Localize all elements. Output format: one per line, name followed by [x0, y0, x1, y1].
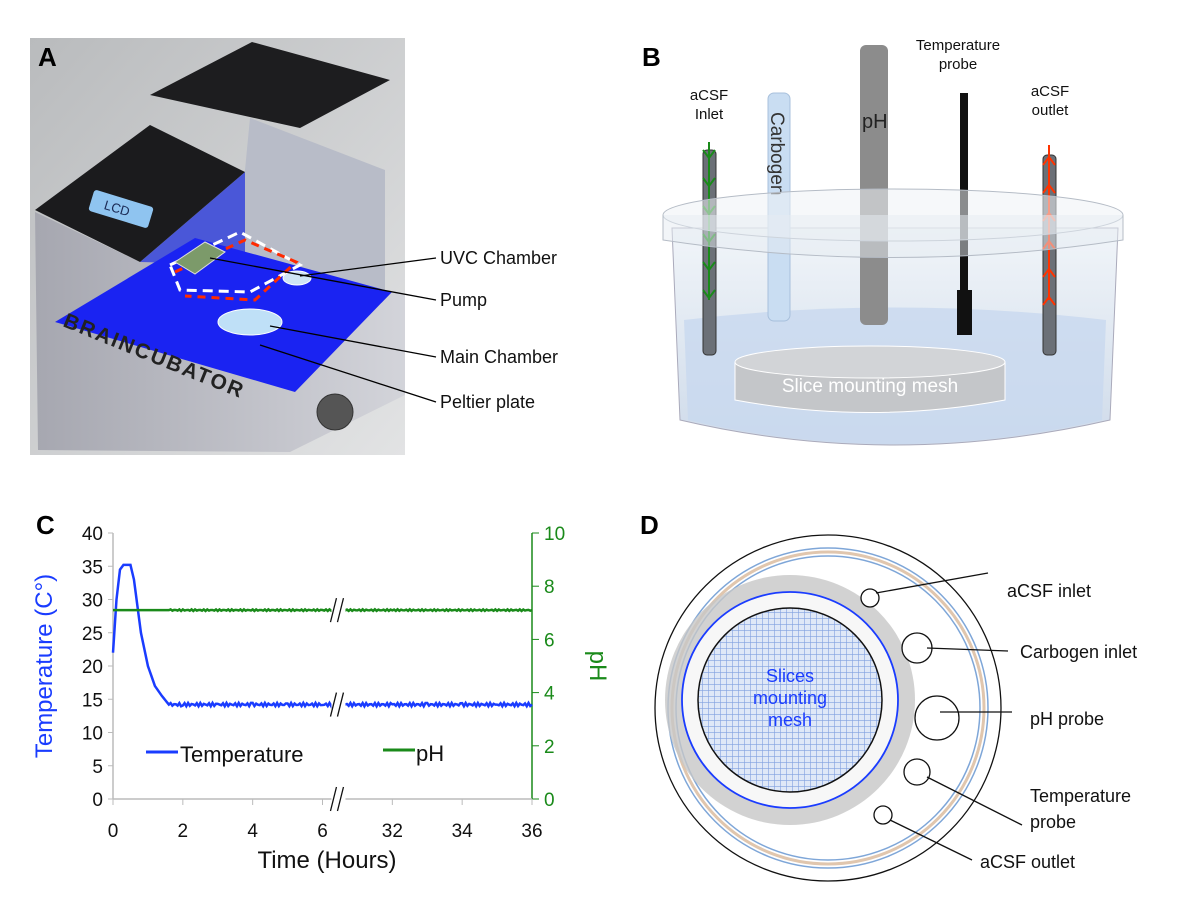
y2-axis-label: pH	[584, 651, 611, 682]
y-tick-label: 20	[82, 657, 103, 678]
mesh-top	[734, 345, 1006, 379]
y2-tick-label: 10	[544, 524, 565, 545]
lcd-block-top	[35, 125, 245, 262]
panel-a: LCD BRAINCUBATOR UVC Chamber Pump Main C…	[30, 38, 558, 455]
series-line-temperature-2	[335, 700, 533, 709]
panel-d: D Slices mounting mesh aCSF inlet Carbog…	[640, 510, 1137, 882]
acsf-inlet-port	[860, 588, 880, 608]
mesh-label-2: mounting	[753, 688, 827, 708]
panel-c-chart: C 0 5 10 15 20 25 30 35 40 0 2 4 6 8 10 0 2 4 6 32 34 36 Temp…	[31, 510, 611, 874]
temperature-probe-tip	[957, 290, 972, 335]
y2-tick-label: 4	[544, 684, 555, 705]
label-pump: Pump	[440, 290, 487, 310]
flow-path-red	[174, 238, 299, 302]
label-main-chamber: Main Chamber	[440, 347, 558, 367]
legend-label-ph: pH	[416, 741, 444, 766]
label-ph-probe: pH probe	[1030, 709, 1104, 729]
x-tick-label: 4	[247, 821, 258, 842]
lid	[150, 42, 390, 128]
carbogen-label: Carbogen	[766, 112, 787, 195]
series-line-ph-2	[335, 607, 533, 613]
label-temperature-probe-1: Temperature	[1030, 786, 1131, 806]
inlet-label-1: aCSF	[690, 87, 728, 104]
label-carbogen-inlet: Carbogen inlet	[1020, 642, 1137, 662]
flow-path-white	[168, 230, 304, 294]
panel-letter-c: C	[36, 510, 55, 540]
x-tick-label: 2	[178, 821, 189, 842]
label-peltier-plate: Peltier plate	[440, 392, 535, 412]
temperature-probe-port	[903, 758, 931, 786]
lcd-label: LCD	[102, 197, 131, 219]
inlet-label-2: Inlet	[695, 106, 724, 123]
label-temperature-probe-2: probe	[1030, 812, 1076, 832]
port-leaders	[875, 572, 1023, 861]
y-tick-label: 25	[82, 624, 103, 645]
x-tick-label: 0	[108, 821, 119, 842]
y2-tick-label: 6	[544, 630, 555, 651]
series-line-temperature-1	[111, 563, 336, 709]
back-wall	[245, 118, 385, 290]
y2-tick-label: 0	[544, 790, 555, 811]
ph-probe-port	[914, 695, 960, 741]
mesh-label-3: mesh	[768, 710, 812, 730]
axis-break-marker	[329, 692, 345, 717]
acsf-outlet-port	[873, 805, 893, 825]
axis-break-marker	[329, 786, 345, 812]
panel-letter-b: B	[642, 42, 661, 72]
panel-letter-a: A	[38, 42, 57, 72]
dish-lid-band	[662, 215, 1124, 258]
y-tick-label: 35	[82, 557, 103, 578]
pump	[174, 241, 226, 275]
temp-probe-label-2: probe	[939, 56, 977, 73]
outlet-label-1: aCSF	[1031, 83, 1069, 100]
y-tick-label: 15	[82, 690, 103, 711]
slices-mounting-mesh	[697, 607, 883, 793]
series-line-ph-1	[113, 607, 335, 613]
lcd-screen	[88, 190, 154, 228]
x-tick-label: 34	[452, 821, 474, 842]
temp-probe-label-1: Temperature	[916, 37, 1000, 54]
label-acsf-outlet: aCSF outlet	[980, 852, 1075, 872]
ph-label: pH	[862, 111, 888, 133]
mesh-label: Slice mounting mesh	[782, 376, 958, 397]
y-tick-label: 40	[82, 524, 103, 545]
y-tick-label: 0	[92, 790, 103, 811]
x-tick-label: 36	[521, 821, 542, 842]
label-leaders	[209, 257, 437, 403]
outlet-label-2: outlet	[1032, 102, 1070, 119]
uvc-chamber	[282, 270, 312, 286]
fan-grille	[316, 393, 354, 431]
mesh-label-1: Slices	[766, 666, 814, 686]
legend-label-temperature: Temperature	[180, 742, 304, 767]
panel-letter-d: D	[640, 510, 659, 540]
panel-b: B Carbogen pH Slice mounting mesh aCSF I…	[642, 37, 1124, 446]
x-tick-label: 6	[317, 821, 328, 842]
main-chamber	[217, 308, 283, 336]
axis-break-marker	[329, 597, 345, 623]
label-uvc-chamber: UVC Chamber	[440, 248, 557, 268]
x-tick-label: 32	[382, 821, 403, 842]
y-tick-label: 30	[82, 591, 103, 612]
y-axis-label: Temperature (C°)	[31, 574, 58, 758]
y-tick-label: 10	[82, 724, 103, 745]
y2-tick-label: 8	[544, 577, 555, 598]
label-acsf-inlet: aCSF inlet	[1007, 581, 1091, 601]
x-axis-label: Time (Hours)	[257, 847, 396, 874]
y2-tick-label: 2	[544, 737, 555, 758]
ph-probe	[860, 45, 888, 325]
y-tick-label: 5	[92, 757, 103, 778]
